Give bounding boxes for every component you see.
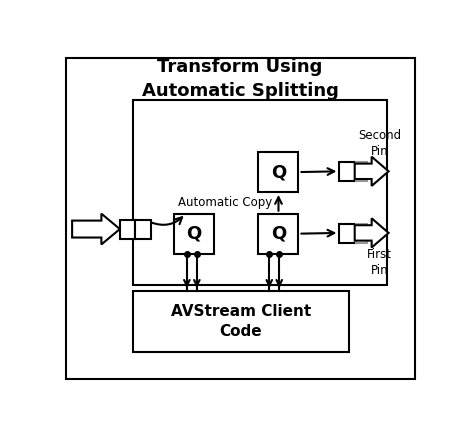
- Text: Q: Q: [186, 225, 201, 242]
- Bar: [133, 100, 387, 285]
- Bar: [135, 220, 151, 239]
- Text: First
Pin: First Pin: [367, 248, 392, 277]
- Text: Transform Using
Automatic Splitting: Transform Using Automatic Splitting: [142, 58, 339, 100]
- Text: Q: Q: [271, 225, 286, 242]
- Polygon shape: [355, 218, 389, 248]
- Bar: [356, 224, 367, 243]
- Text: Q: Q: [271, 163, 286, 181]
- Text: Automatic Copy: Automatic Copy: [178, 197, 272, 210]
- Bar: [339, 224, 356, 243]
- Bar: [120, 220, 135, 239]
- Bar: [174, 213, 214, 254]
- Bar: [339, 162, 356, 181]
- Bar: [133, 291, 348, 352]
- Bar: [258, 152, 298, 192]
- Polygon shape: [72, 213, 120, 245]
- Bar: [356, 162, 367, 181]
- Text: Second
Pin: Second Pin: [358, 129, 401, 158]
- Bar: [258, 213, 298, 254]
- Text: AVStream Client
Code: AVStream Client Code: [171, 304, 311, 339]
- Polygon shape: [355, 157, 389, 186]
